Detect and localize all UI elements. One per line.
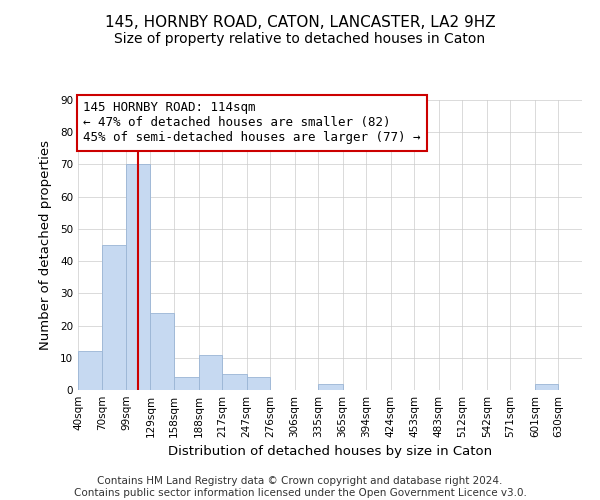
Bar [535,384,559,390]
Bar [126,164,151,390]
Bar [318,384,343,390]
Bar [103,245,126,390]
Bar [222,374,247,390]
Text: 145 HORNBY ROAD: 114sqm
← 47% of detached houses are smaller (82)
45% of semi-de: 145 HORNBY ROAD: 114sqm ← 47% of detache… [83,102,421,144]
Bar [151,312,174,390]
Bar [199,354,222,390]
X-axis label: Distribution of detached houses by size in Caton: Distribution of detached houses by size … [168,446,492,458]
Bar [78,352,103,390]
Text: 145, HORNBY ROAD, CATON, LANCASTER, LA2 9HZ: 145, HORNBY ROAD, CATON, LANCASTER, LA2 … [104,15,496,30]
Bar [247,377,270,390]
Bar [174,377,199,390]
Y-axis label: Number of detached properties: Number of detached properties [38,140,52,350]
Text: Size of property relative to detached houses in Caton: Size of property relative to detached ho… [115,32,485,46]
Text: Contains HM Land Registry data © Crown copyright and database right 2024.
Contai: Contains HM Land Registry data © Crown c… [74,476,526,498]
